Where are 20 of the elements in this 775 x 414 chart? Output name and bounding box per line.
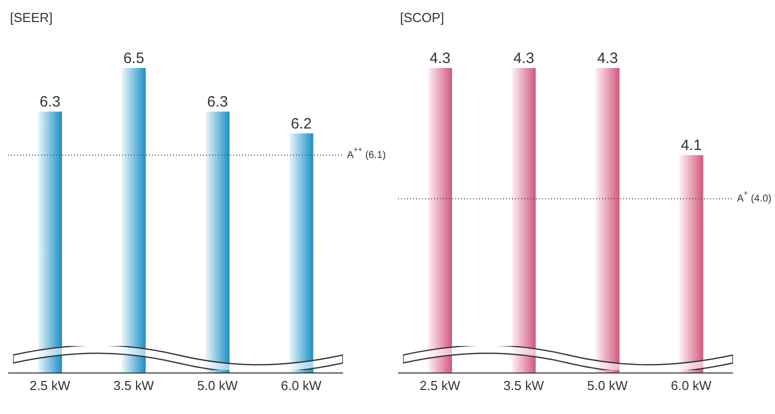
x-tick-label: 2.5 kW [30,378,71,394]
ref-line-label: A$^{++}$ (6.1) [347,146,386,161]
data-label: 6.3 [207,94,228,111]
data-label: 6.5 [123,50,144,67]
x-tick-label: 2.5 kW [420,378,461,394]
x-tick-label: 6.0 kW [670,378,712,394]
x-tick-label: 6.0 kW [280,378,322,394]
x-tick-label: 3.5 kW [503,378,545,394]
data-label: 4.3 [430,50,450,67]
data-label: 6.2 [290,115,312,132]
x-tick-label: 3.5 kW [113,378,155,394]
data-label: 6.3 [40,94,60,111]
ref-line-label: A$^{+}$ (4.0) [737,189,772,204]
x-tick-label: 5.0 kW [197,378,238,394]
x-tick-label: 5.0 kW [587,378,628,394]
data-label: 4.3 [513,50,534,67]
data-label: 4.1 [680,137,702,154]
data-label: 4.3 [597,50,618,67]
chart-title: [SCOP] [400,10,444,25]
chart-title: [SEER] [10,10,53,25]
